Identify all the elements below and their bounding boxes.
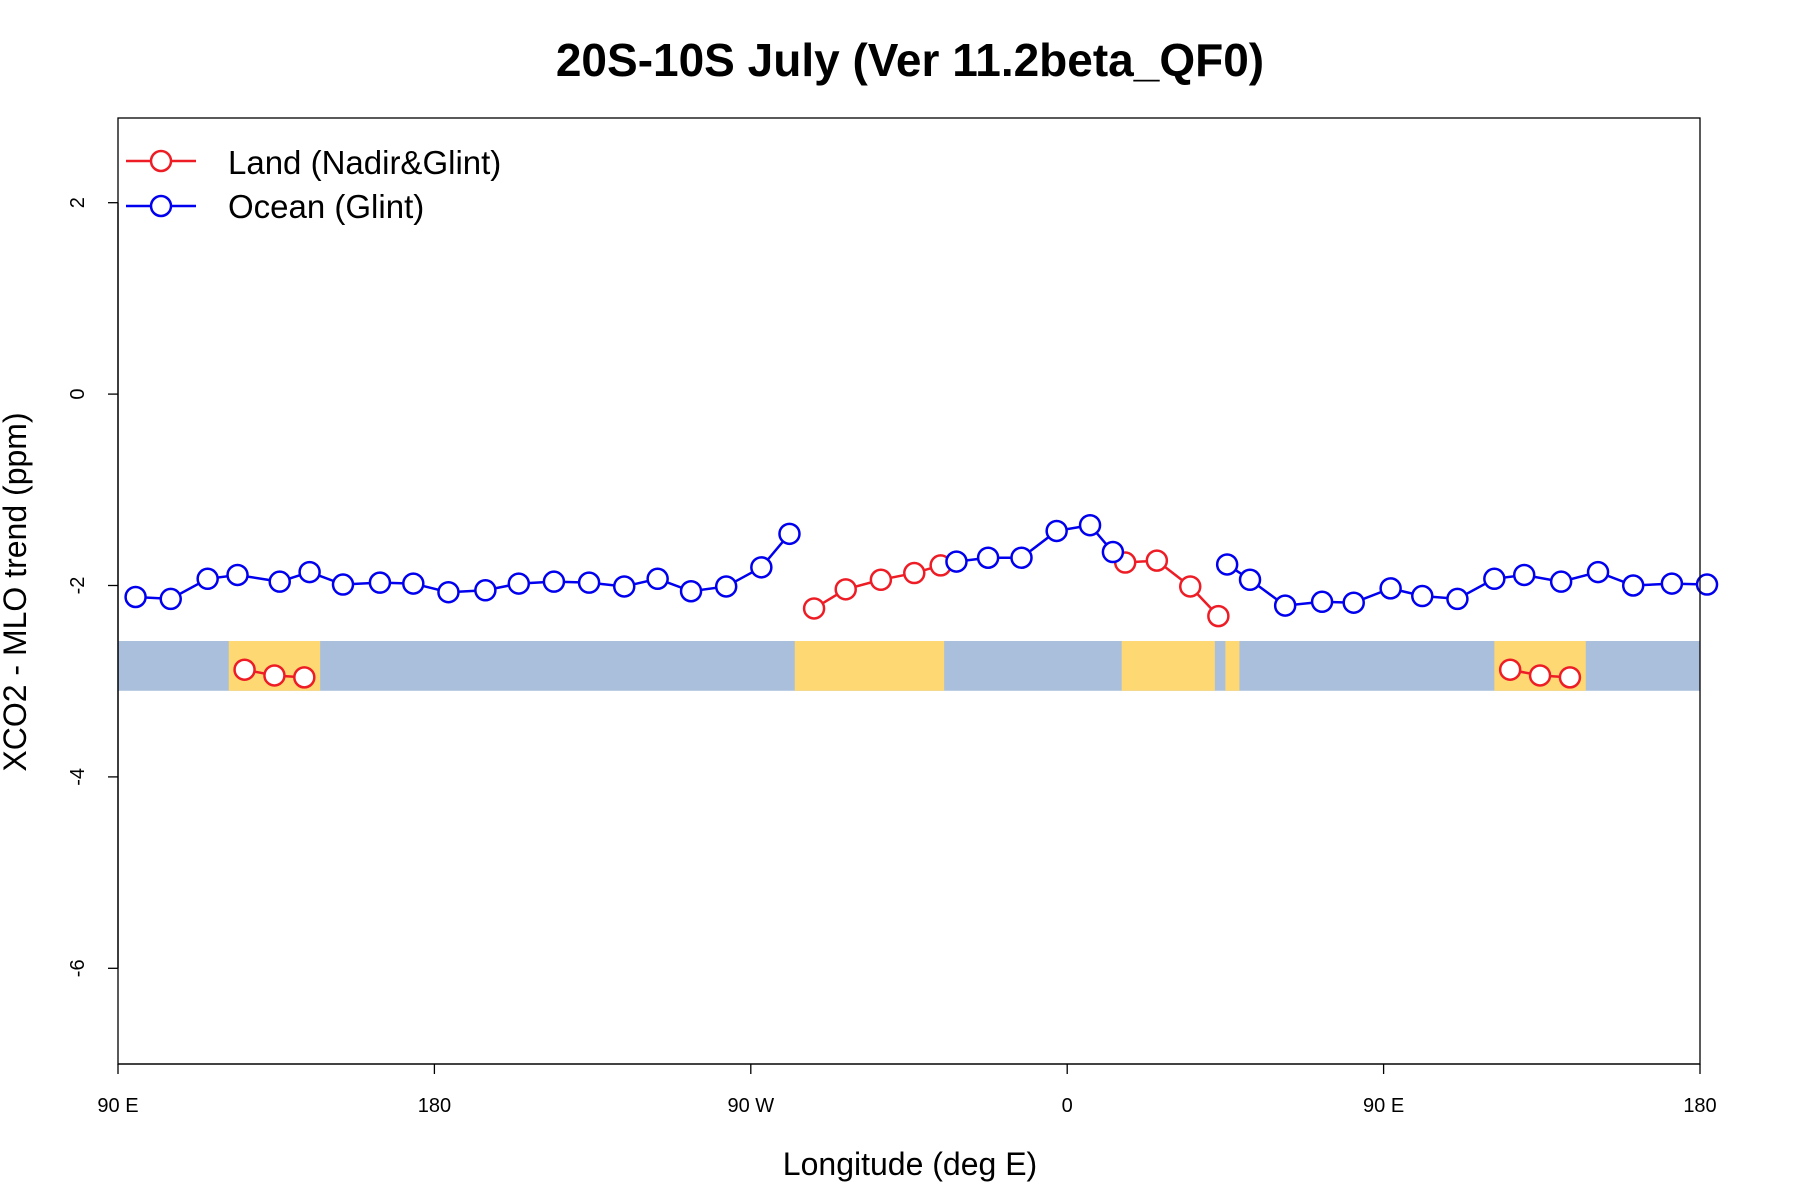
data-point-ocean: [1483, 567, 1506, 591]
data-point-ocean: [778, 522, 801, 546]
data-point-land: [1178, 575, 1202, 598]
data-point-land: [233, 658, 256, 681]
data-point-ocean: [402, 572, 425, 595]
data-point-ocean: [1379, 577, 1402, 600]
data-point-ocean: [1660, 572, 1684, 595]
data-point-ocean: [542, 570, 566, 593]
y-tick-label: -6: [67, 959, 89, 977]
data-point-ocean: [1215, 553, 1239, 576]
data-point-ocean: [1549, 570, 1573, 593]
data-point-ocean: [714, 575, 738, 598]
x-tick-label: 90 E: [97, 1095, 138, 1117]
data-point-ocean: [268, 570, 291, 593]
y-axis-label: XCO2 - MLO trend (ppm): [0, 412, 33, 771]
legend-marker-ocean: [149, 194, 173, 218]
data-point-ocean: [437, 580, 460, 604]
land-mass: [1121, 641, 1215, 691]
data-point-ocean: [1310, 590, 1334, 614]
x-tick-label: 180: [418, 1095, 451, 1117]
y-tick-label: -2: [67, 577, 89, 595]
data-point-ocean: [577, 571, 601, 594]
data-point-land: [869, 568, 893, 592]
data-point-ocean: [1273, 594, 1297, 617]
x-axis: 90 E 180 90 W 0 90 E 180: [97, 1063, 1717, 1117]
data-point-land: [903, 561, 926, 585]
x-axis-label: Longitude (deg E): [783, 1146, 1037, 1182]
x-tick-label: 0: [1062, 1095, 1073, 1117]
x-tick-label: 180: [1683, 1095, 1716, 1117]
data-point-ocean: [679, 579, 703, 603]
data-point-ocean: [1695, 573, 1719, 596]
series-line-land: [1125, 559, 1220, 617]
data-point-land: [263, 664, 286, 687]
data-point-ocean: [196, 567, 219, 591]
data-point-land: [1528, 664, 1552, 687]
data-point-ocean: [1078, 513, 1102, 537]
data-point-ocean: [331, 573, 355, 596]
data-point-ocean: [368, 571, 392, 594]
x-tick-label: 90 E: [1363, 1095, 1404, 1117]
data-point-ocean: [646, 567, 669, 591]
data-point-ocean: [976, 546, 1000, 569]
data-point-ocean: [298, 560, 321, 584]
data-point-ocean: [226, 563, 249, 587]
data-point-ocean: [1446, 587, 1469, 611]
data-point-ocean: [124, 585, 147, 609]
data-point-land: [1145, 549, 1169, 572]
data-point-ocean: [1621, 574, 1645, 597]
data-point-ocean: [1101, 540, 1125, 564]
x-tick-label: 90 W: [727, 1095, 774, 1117]
data-point-land: [1558, 666, 1582, 689]
legend: Land (Nadir&Glint) Ocean (Glint): [126, 144, 501, 225]
y-axis: 2 0 -2 -4 -6: [67, 197, 119, 977]
map-band: [118, 641, 1700, 691]
data-point-ocean: [1010, 546, 1033, 569]
legend-label-land: Land (Nadir&Glint): [228, 144, 501, 181]
data-point-ocean: [750, 556, 773, 579]
plot-series: [124, 513, 1719, 689]
data-point-ocean: [612, 575, 636, 598]
chart-title: 20S-10S July (Ver 11.2beta_QF0): [556, 34, 1264, 86]
data-point-ocean: [1512, 563, 1536, 587]
data-point-ocean: [1411, 584, 1434, 608]
data-point-ocean: [507, 572, 531, 595]
y-tick-label: -4: [67, 768, 89, 786]
data-point-land: [1207, 604, 1230, 628]
legend-label-ocean: Ocean (Glint): [228, 188, 424, 225]
data-point-land: [802, 597, 826, 620]
data-point-land: [1498, 658, 1522, 681]
legend-marker-land: [149, 149, 173, 173]
data-point-ocean: [1342, 591, 1365, 614]
data-point-ocean: [1586, 560, 1610, 584]
data-point-ocean: [1045, 519, 1068, 543]
data-point-ocean: [474, 579, 497, 602]
data-point-ocean: [1238, 568, 1262, 592]
data-point-ocean: [945, 550, 968, 573]
data-point-land: [293, 666, 316, 689]
data-point-land: [834, 578, 857, 601]
land-mass: [1225, 641, 1240, 691]
y-tick-label: 2: [67, 197, 89, 208]
land-mass: [794, 641, 945, 691]
data-point-ocean: [159, 587, 182, 611]
y-tick-label: 0: [67, 389, 89, 400]
